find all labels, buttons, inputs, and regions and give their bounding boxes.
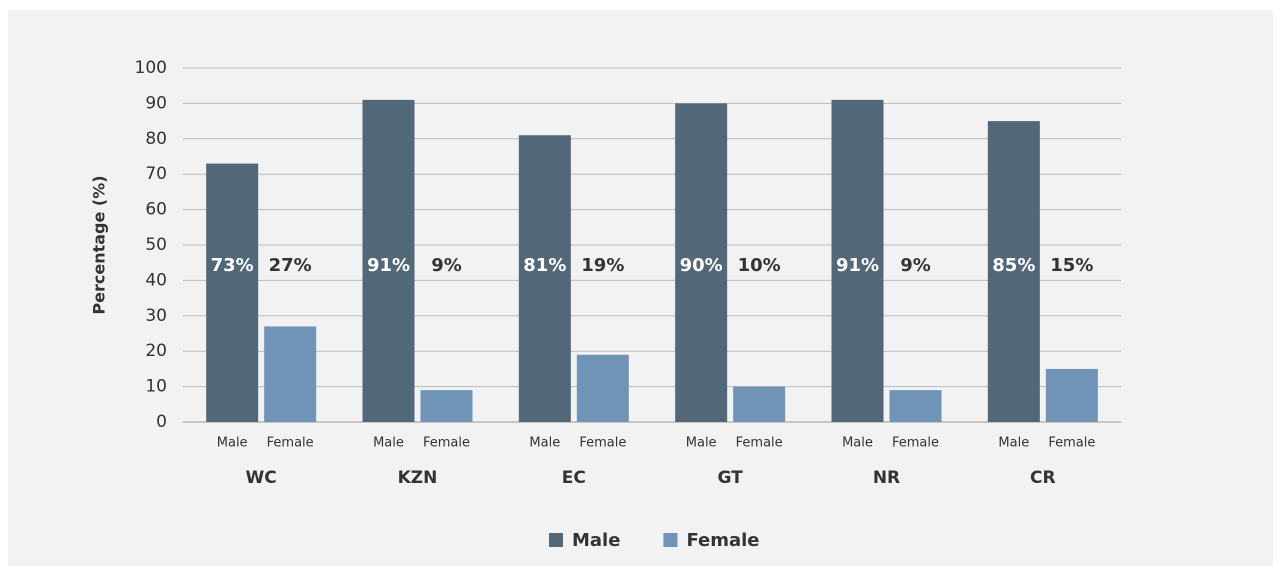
category-label: EC (562, 468, 586, 488)
value-label: 91% (367, 255, 410, 276)
value-label: 9% (431, 255, 462, 276)
y-tick-label: 80 (145, 129, 167, 149)
bar (576, 354, 629, 422)
legend-swatch (549, 533, 563, 547)
bar (675, 103, 728, 423)
bar (987, 121, 1040, 422)
value-label: 85% (992, 255, 1035, 276)
value-label: 19% (581, 255, 624, 276)
bar-sub-label: Female (1048, 436, 1095, 451)
category-label: KZN (398, 468, 438, 488)
y-axis-title: Percentage (%) (90, 175, 109, 314)
legend-swatch (663, 533, 678, 547)
value-label: 81% (523, 255, 566, 276)
y-tick-label: 70 (145, 164, 167, 184)
bar (889, 390, 942, 422)
bar (362, 99, 415, 423)
category-label: WC (246, 468, 277, 488)
bar (1045, 368, 1098, 422)
bar-sub-label: Female (892, 436, 939, 451)
legend-label: Female (686, 530, 759, 551)
bar-sub-label: Female (267, 436, 314, 451)
bar-sub-label: Male (217, 436, 248, 451)
y-tick-label: 0 (156, 412, 167, 432)
chart-background (8, 10, 1273, 566)
bar-sub-label: Female (423, 436, 470, 451)
y-tick-label: 60 (145, 200, 167, 220)
value-label: 10% (738, 255, 781, 276)
value-label: 15% (1050, 255, 1093, 276)
y-tick-label: 10 (145, 377, 167, 397)
value-label: 27% (269, 255, 312, 276)
value-label: 91% (836, 255, 879, 276)
value-label: 73% (211, 255, 254, 276)
category-label: GT (718, 468, 744, 488)
y-tick-label: 30 (145, 306, 167, 326)
category-label: NR (873, 468, 900, 488)
bar-sub-label: Female (579, 436, 626, 451)
legend-label: Male (572, 530, 620, 551)
bar-sub-label: Female (736, 436, 783, 451)
y-tick-label: 100 (135, 58, 167, 78)
bar (264, 326, 317, 422)
bar (518, 135, 571, 422)
bar-sub-label: Male (686, 436, 717, 451)
y-tick-label: 20 (145, 341, 167, 361)
bar-sub-label: Male (842, 436, 873, 451)
y-tick-label: 90 (145, 93, 167, 113)
y-tick-label: 40 (145, 270, 167, 290)
bar (733, 386, 786, 422)
value-label: 9% (900, 255, 931, 276)
y-tick-label: 50 (145, 235, 167, 255)
bar (831, 99, 884, 423)
bar (206, 163, 259, 422)
category-label: CR (1030, 468, 1056, 488)
bar-sub-label: Male (998, 436, 1029, 451)
value-label: 90% (680, 255, 723, 276)
bar (420, 390, 473, 422)
bar-sub-label: Male (529, 436, 560, 451)
bar-sub-label: Male (373, 436, 404, 451)
